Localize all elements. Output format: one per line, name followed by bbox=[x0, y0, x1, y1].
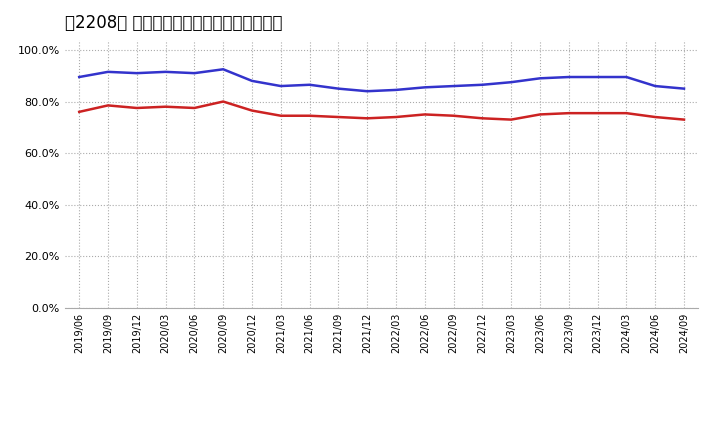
固定長期適合率 bbox=[161, 104, 170, 109]
固定長期適合率 bbox=[536, 112, 544, 117]
固定長期適合率 bbox=[305, 113, 314, 118]
固定比率 bbox=[132, 70, 141, 76]
固定長期適合率 bbox=[276, 113, 285, 118]
固定比率 bbox=[651, 84, 660, 89]
固定長期適合率 bbox=[132, 105, 141, 110]
固定比率 bbox=[363, 88, 372, 94]
固定比率 bbox=[190, 70, 199, 76]
固定長期適合率 bbox=[420, 112, 429, 117]
固定比率 bbox=[564, 74, 573, 80]
固定比率 bbox=[593, 74, 602, 80]
固定長期適合率 bbox=[75, 109, 84, 114]
固定比率 bbox=[449, 84, 458, 89]
固定長期適合率 bbox=[449, 113, 458, 118]
固定比率 bbox=[104, 69, 112, 74]
固定比率 bbox=[478, 82, 487, 88]
固定長期適合率 bbox=[334, 114, 343, 120]
固定比率 bbox=[392, 87, 400, 92]
固定長期適合率 bbox=[507, 117, 516, 122]
固定比率 bbox=[420, 85, 429, 90]
固定長期適合率 bbox=[593, 110, 602, 116]
固定長期適合率 bbox=[680, 117, 688, 122]
固定比率 bbox=[507, 80, 516, 85]
固定長期適合率 bbox=[190, 105, 199, 110]
固定長期適合率 bbox=[363, 116, 372, 121]
Text: ［2208］ 固定比率、固定長期適合率の推移: ［2208］ 固定比率、固定長期適合率の推移 bbox=[65, 15, 282, 33]
固定長期適合率 bbox=[478, 116, 487, 121]
固定比率 bbox=[334, 86, 343, 91]
固定比率 bbox=[161, 69, 170, 74]
固定比率 bbox=[75, 74, 84, 80]
固定長期適合率 bbox=[104, 103, 112, 108]
固定比率 bbox=[622, 74, 631, 80]
固定比率 bbox=[305, 82, 314, 88]
固定比率 bbox=[680, 86, 688, 91]
固定比率 bbox=[536, 76, 544, 81]
固定比率 bbox=[276, 84, 285, 89]
固定長期適合率 bbox=[651, 114, 660, 120]
Line: 固定長期適合率: 固定長期適合率 bbox=[79, 102, 684, 120]
固定長期適合率 bbox=[248, 108, 256, 113]
固定比率 bbox=[219, 66, 228, 72]
固定長期適合率 bbox=[564, 110, 573, 116]
固定長期適合率 bbox=[392, 114, 400, 120]
Line: 固定比率: 固定比率 bbox=[79, 69, 684, 91]
固定長期適合率 bbox=[219, 99, 228, 104]
固定比率 bbox=[248, 78, 256, 84]
固定長期適合率 bbox=[622, 110, 631, 116]
